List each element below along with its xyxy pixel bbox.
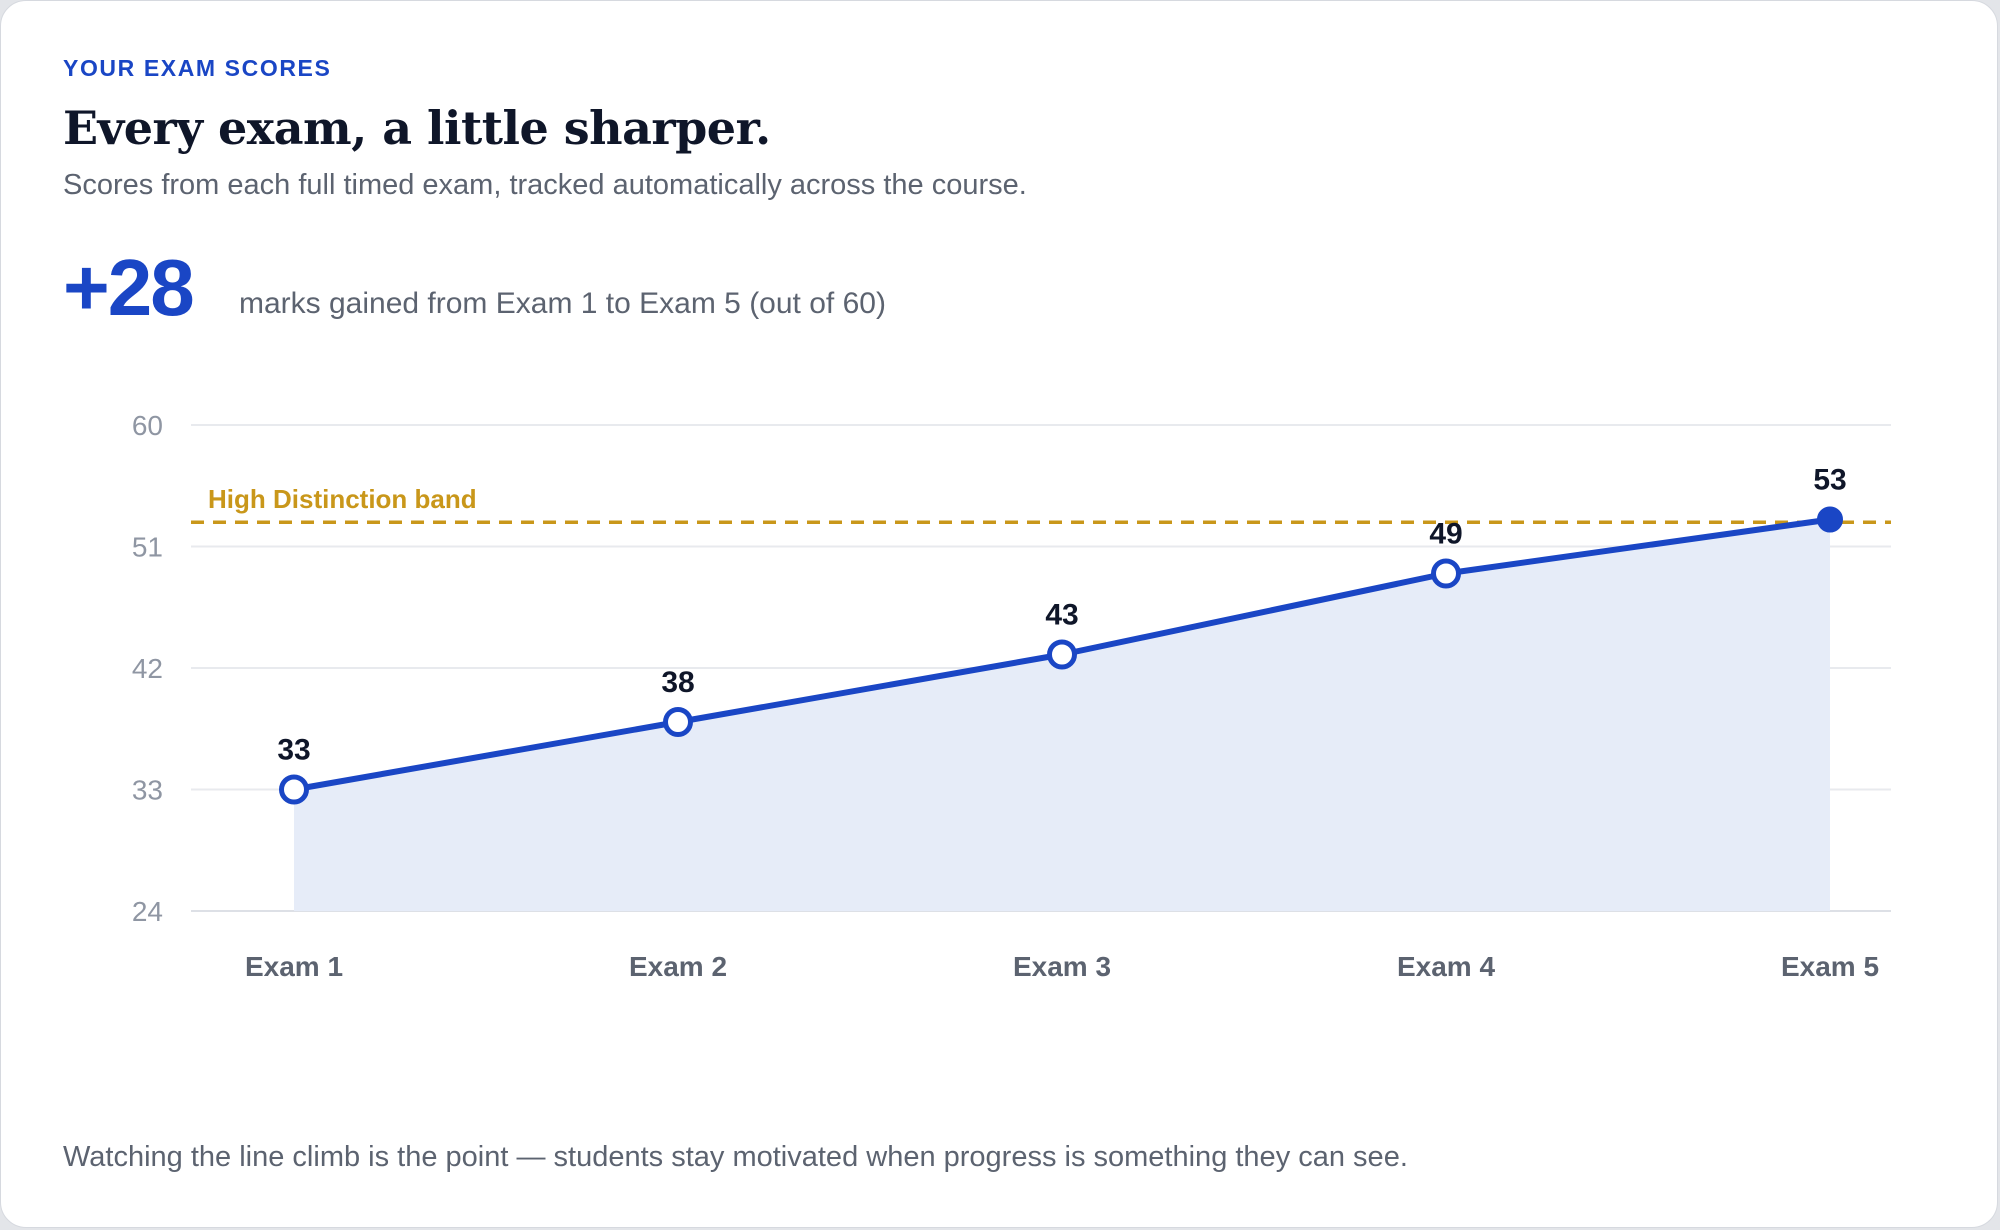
card-title: Every exam, a little sharper. [63, 101, 771, 155]
y-tick-label: 24 [132, 896, 163, 927]
data-point[interactable] [1817, 506, 1843, 533]
x-tick-label: Exam 2 [629, 951, 727, 982]
y-tick-label: 51 [132, 532, 163, 563]
y-tick-label: 60 [132, 410, 163, 441]
y-axis-ticks: 24 33 42 51 60 [132, 410, 163, 927]
footer-note: Watching the line climb is the point — s… [63, 1141, 1408, 1173]
eyebrow-label: YOUR EXAM SCORES [63, 55, 332, 81]
area-fill [294, 519, 1830, 911]
value-label: 43 [1045, 599, 1078, 632]
x-tick-label: Exam 3 [1013, 951, 1111, 982]
value-label: 38 [661, 666, 694, 699]
x-tick-label: Exam 1 [245, 951, 343, 982]
y-tick-label: 42 [132, 653, 163, 684]
x-axis-ticks: Exam 1 Exam 2 Exam 3 Exam 4 Exam 5 [245, 951, 1879, 982]
data-point[interactable] [1431, 558, 1461, 589]
x-tick-label: Exam 4 [1397, 951, 1495, 982]
marks-gained-caption: marks gained from Exam 1 to Exam 5 (out … [239, 287, 886, 320]
data-point[interactable] [663, 707, 693, 737]
reference-band: High Distinction band [191, 484, 1891, 524]
score-line-chart: 24 33 42 51 60 High Distinction band 33 38 43 4… [132, 410, 1891, 982]
value-labels: 33 38 43 49 53 [277, 464, 1846, 767]
x-tick-label: Exam 5 [1781, 951, 1879, 982]
data-points [279, 506, 1843, 805]
value-label: 53 [1813, 464, 1846, 497]
value-label: 33 [277, 734, 310, 767]
marks-gained-number: +28 [63, 243, 195, 332]
high-distinction-label: High Distinction band [208, 484, 477, 514]
value-label: 49 [1429, 518, 1462, 551]
data-point[interactable] [1047, 639, 1077, 670]
area-under-line [294, 519, 1830, 911]
y-tick-label: 33 [132, 775, 163, 806]
card-subtitle: Scores from each full timed exam, tracke… [63, 169, 1027, 201]
data-point[interactable] [279, 774, 309, 805]
